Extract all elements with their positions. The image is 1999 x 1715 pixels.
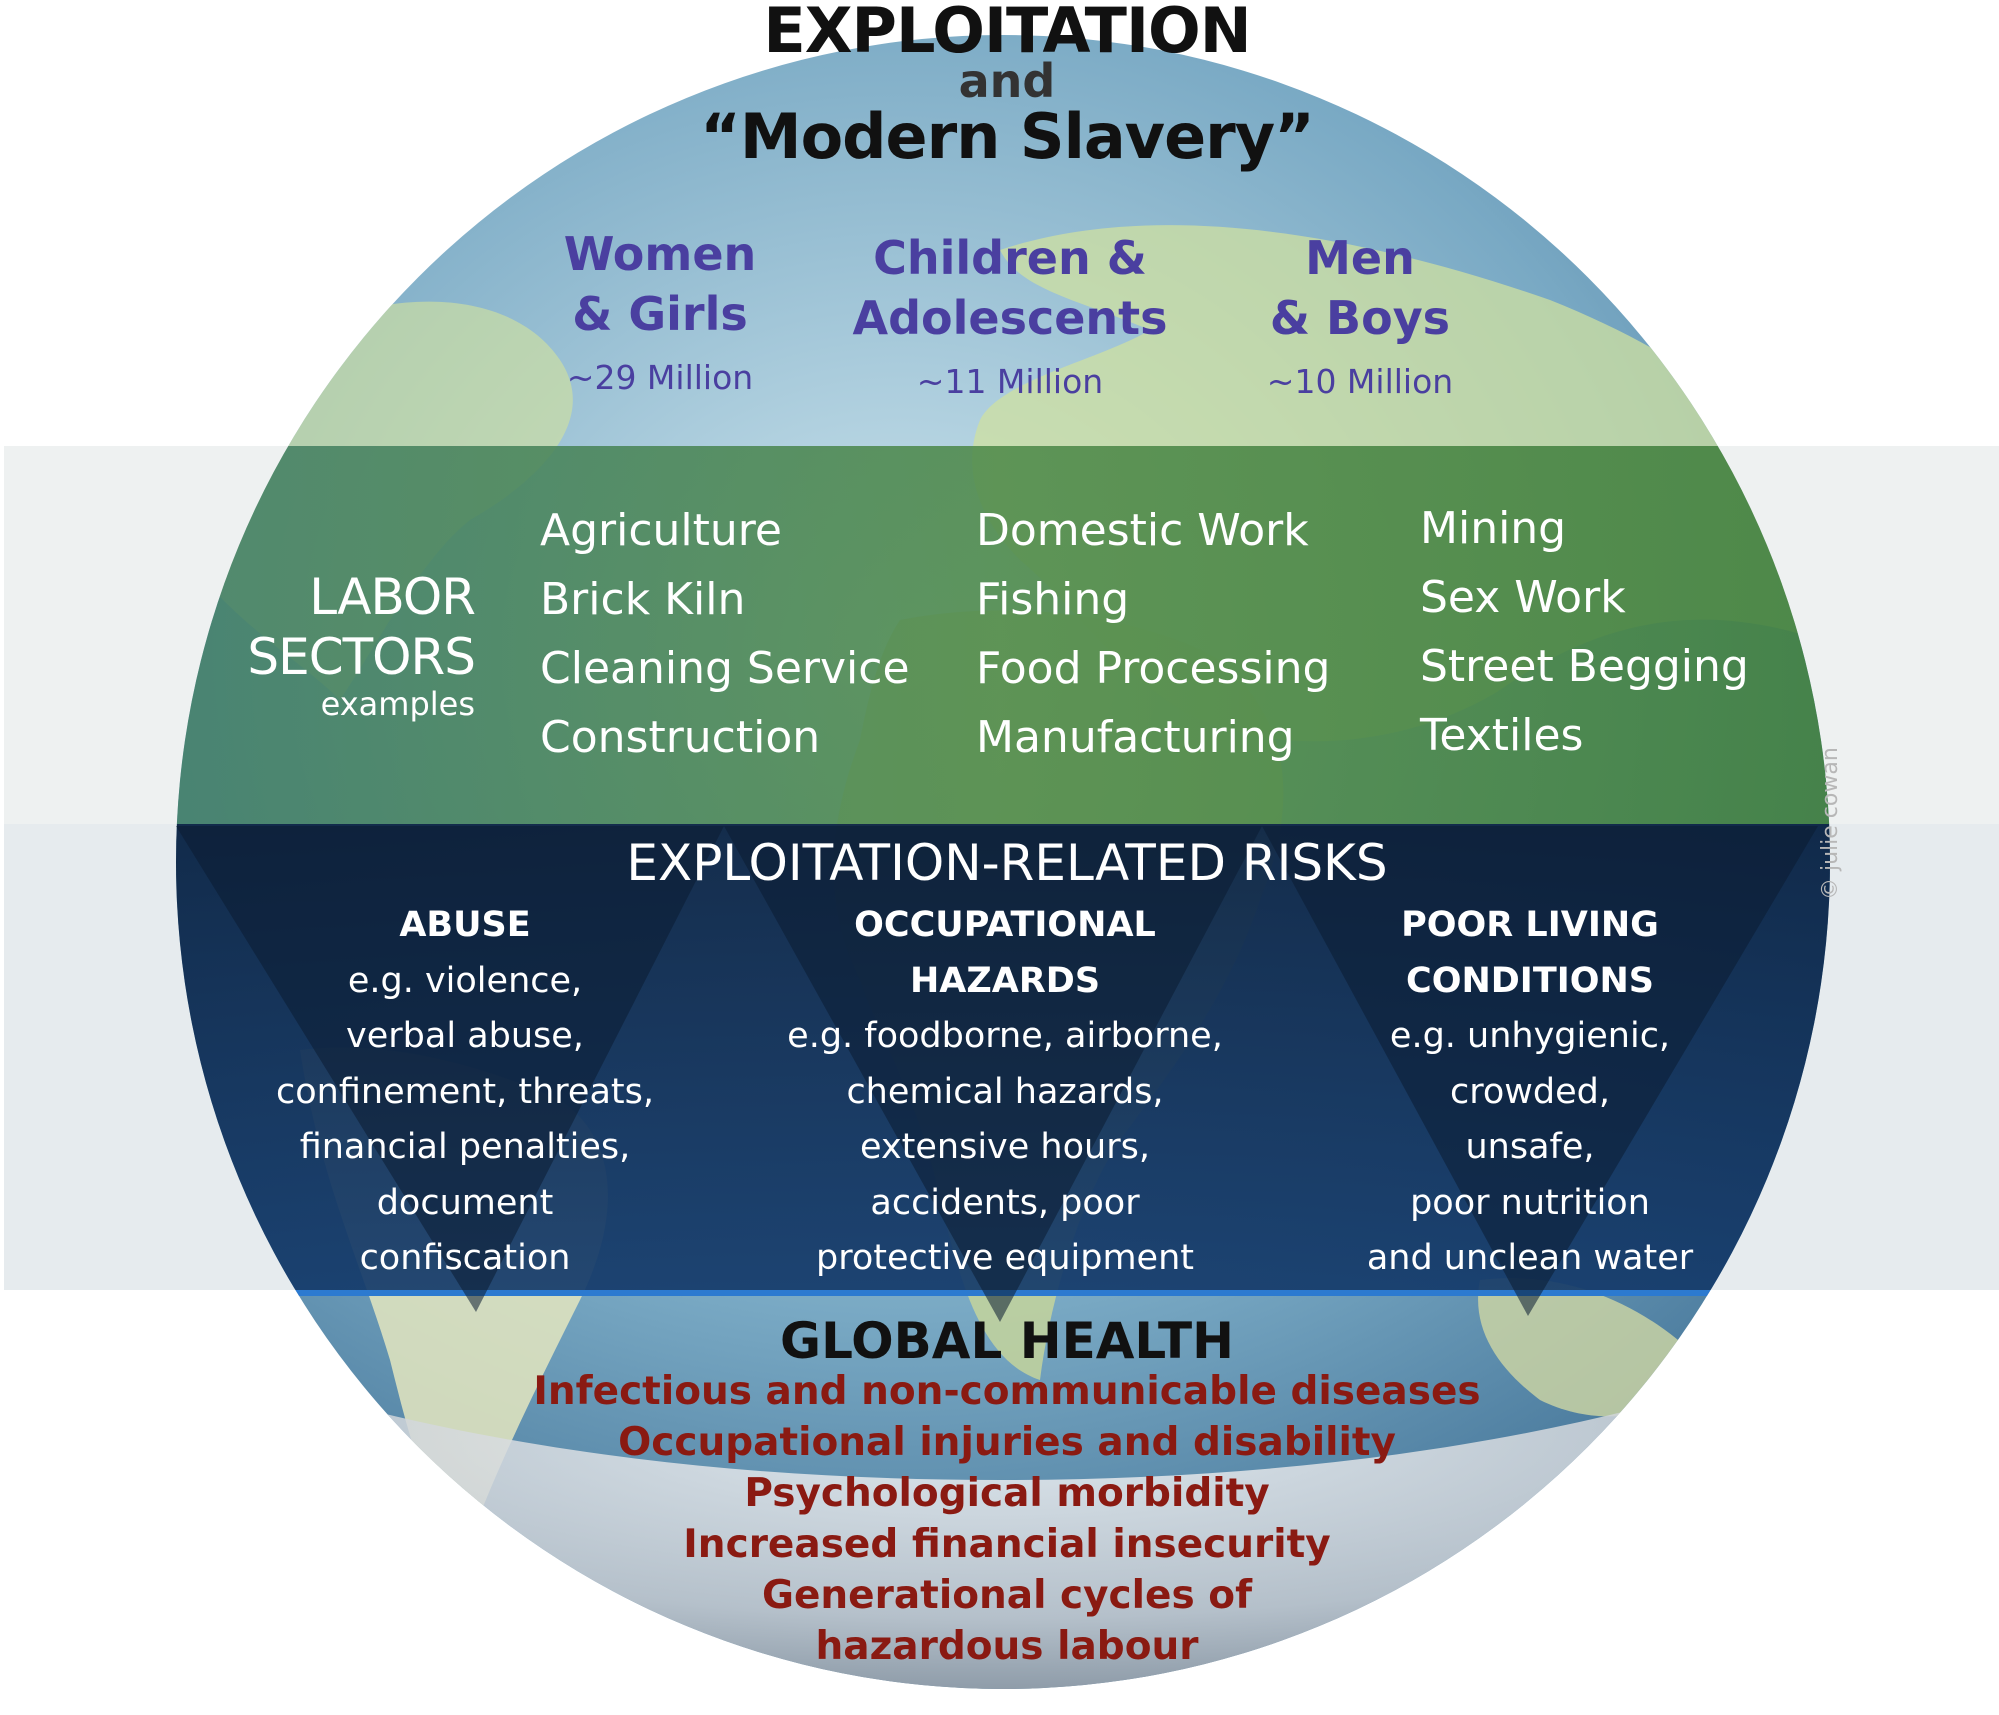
risk-title: OCCUPATIONAL <box>854 905 1156 945</box>
risk-title: POOR LIVING <box>1401 905 1659 945</box>
risk-title: CONDITIONS <box>1406 960 1654 1001</box>
population-label: & Girls <box>572 287 748 341</box>
health-outcome: Psychological morbidity <box>744 1471 1270 1516</box>
sector-item: Food Processing <box>976 643 1331 694</box>
sector-item: Textiles <box>1420 710 1584 761</box>
risk-occupational-hazards: OCCUPATIONAL HAZARDS e.g. foodborne, air… <box>750 898 1260 1287</box>
health-outcome: Occupational injuries and disability <box>618 1420 1396 1465</box>
risk-example: e.g. violence, <box>347 960 583 1001</box>
labor-caption: examples <box>320 685 475 723</box>
population-label: Women <box>563 227 757 281</box>
sector-item: Agriculture <box>540 505 782 556</box>
labor-sectors-title: LABOR SECTORS examples <box>160 567 476 723</box>
risk-example: unsafe, <box>1465 1127 1595 1167</box>
population-label: Adolescents <box>852 291 1168 345</box>
risk-example: extensive hours, <box>860 1127 1150 1167</box>
risk-example: e.g. unhygienic, <box>1389 1016 1671 1056</box>
population-label: Men <box>1305 231 1415 285</box>
risk-title: ABUSE <box>399 905 531 945</box>
risk-example: financial penalties, <box>299 1127 631 1167</box>
risk-abuse: ABUSE e.g. violence, verbal abuse, confi… <box>220 898 710 1287</box>
risk-example: protective equipment <box>816 1238 1194 1278</box>
sector-column-2: Domestic Work Fishing Food Processing Ma… <box>976 496 1330 772</box>
risk-example: document <box>376 1182 554 1223</box>
population-count: ~29 Million <box>566 358 754 397</box>
population-children-adolescents: Children & Adolescents ~11 Million <box>840 228 1180 401</box>
sector-item: Mining <box>1420 503 1567 554</box>
sector-item: Brick Kiln <box>540 574 746 625</box>
risk-example: e.g. foodborne, airborne, <box>787 1016 1223 1056</box>
sector-item: Sex Work <box>1420 572 1626 623</box>
risk-example: chemical hazards, <box>846 1071 1164 1112</box>
health-outcome: Increased financial insecurity <box>683 1522 1331 1567</box>
sector-band <box>176 446 1830 824</box>
risks-heading: EXPLOITATION-RELATED RISKS <box>626 834 1388 892</box>
population-women-girls: Women & Girls ~29 Million <box>500 224 820 397</box>
health-outcome: Generational cycles of <box>761 1573 1253 1618</box>
health-outcome: hazardous labour <box>815 1624 1199 1669</box>
risk-example: confiscation <box>359 1238 571 1278</box>
triangle-living <box>1262 826 1818 1316</box>
sector-column-1: Agriculture Brick Kiln Cleaning Service … <box>540 496 910 772</box>
labor-title-line2: SECTORS <box>247 628 476 686</box>
sector-item: Manufacturing <box>976 712 1295 763</box>
global-health-title: GLOBAL HEALTH <box>780 1312 1234 1370</box>
triangle-occupational <box>724 826 1262 1322</box>
diagram-subtitle: “Modern Slavery” <box>700 100 1315 173</box>
labor-title-line1: LABOR <box>309 568 476 626</box>
population-count: ~10 Million <box>1266 362 1454 401</box>
risk-title: HAZARDS <box>909 960 1101 1001</box>
population-men-boys: Men & Boys ~10 Million <box>1210 228 1510 401</box>
health-outcome: Infectious and non-communicable diseases <box>533 1369 1481 1414</box>
risk-example: and unclean water <box>1366 1238 1694 1278</box>
sector-item: Domestic Work <box>976 505 1309 556</box>
population-label: & Boys <box>1269 291 1451 345</box>
risk-poor-living-conditions: POOR LIVING CONDITIONS e.g. unhygienic, … <box>1290 898 1770 1287</box>
risk-example: confinement, threats, <box>276 1071 654 1112</box>
risk-example: verbal abuse, <box>346 1016 584 1056</box>
risk-example: crowded, <box>1450 1071 1610 1112</box>
sector-item: Fishing <box>976 574 1130 625</box>
population-label: Children & <box>873 231 1147 285</box>
sector-item: Construction <box>540 712 821 763</box>
population-count: ~11 Million <box>916 362 1104 401</box>
risk-example: accidents, poor <box>870 1182 1140 1223</box>
sector-item: Cleaning Service <box>540 643 910 694</box>
triangle-abuse <box>176 826 724 1312</box>
title-connector: and <box>958 54 1056 108</box>
sector-item: Street Begging <box>1420 641 1749 692</box>
risk-example: poor nutrition <box>1410 1182 1650 1223</box>
sector-column-3: Mining Sex Work Street Begging Textiles <box>1420 494 1749 770</box>
credit-text: © julie cowan <box>1818 747 1843 900</box>
diagram-title: EXPLOITATION <box>763 0 1251 67</box>
